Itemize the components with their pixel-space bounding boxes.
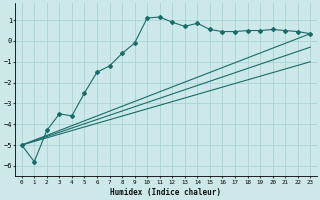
- X-axis label: Humidex (Indice chaleur): Humidex (Indice chaleur): [110, 188, 221, 197]
